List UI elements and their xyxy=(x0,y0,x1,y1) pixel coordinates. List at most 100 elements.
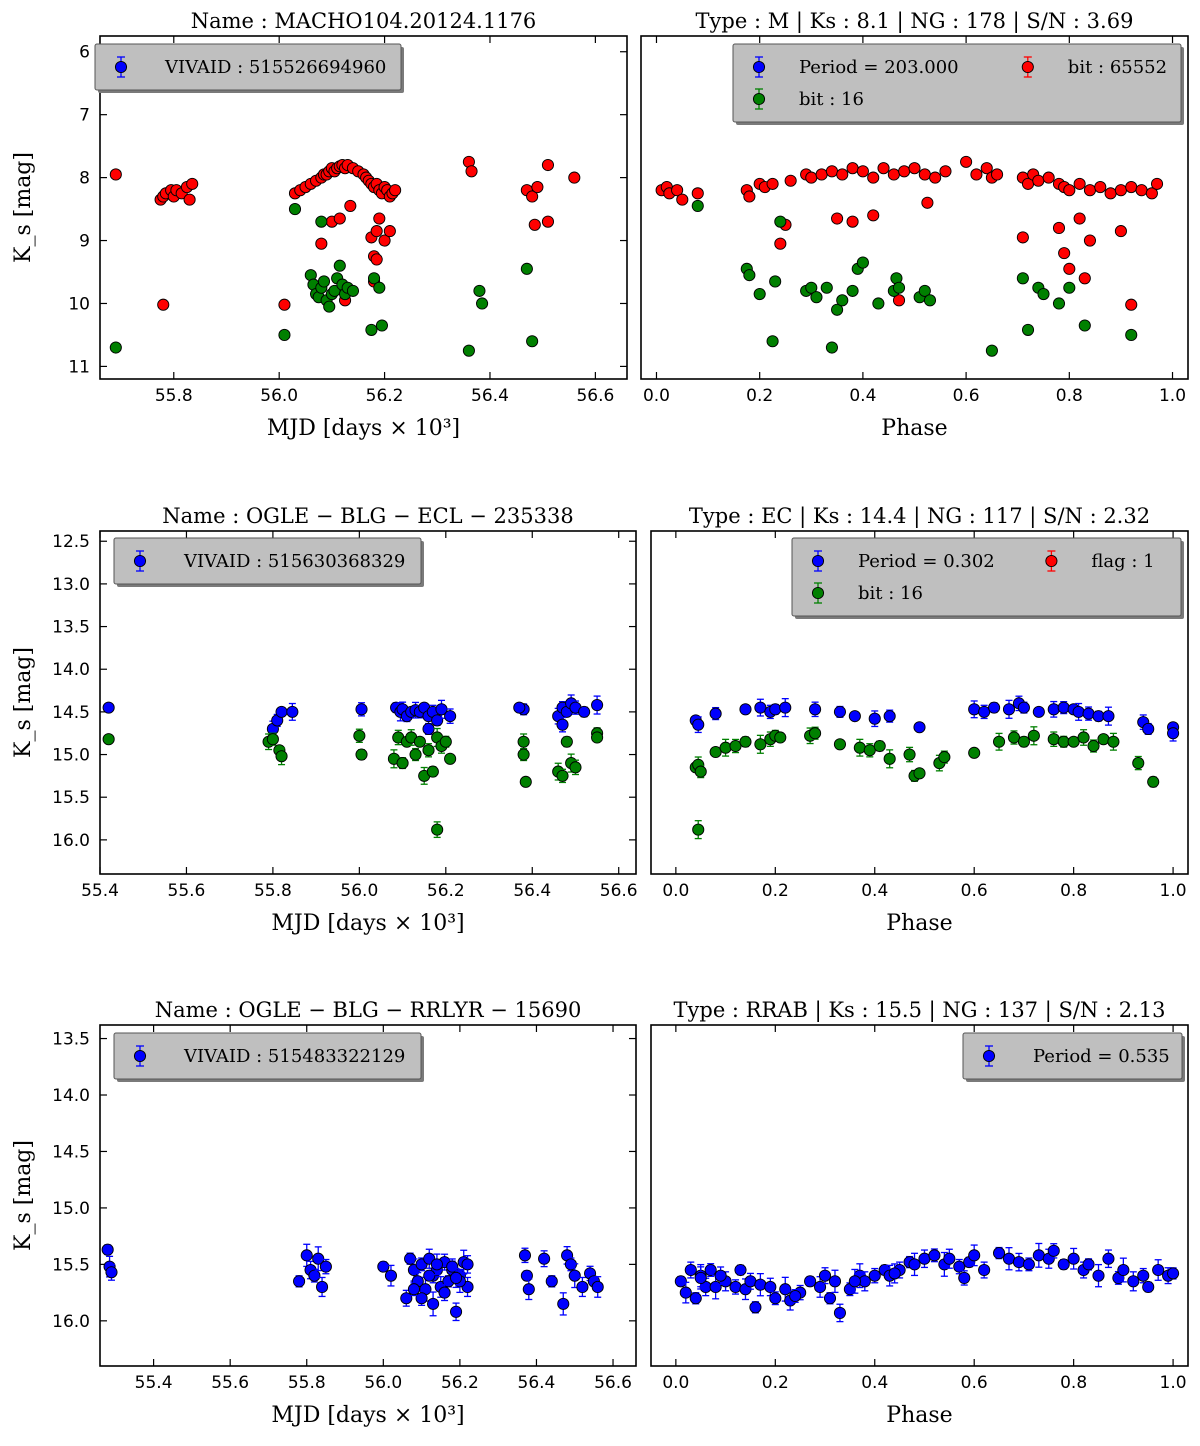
data-point-series-1 xyxy=(887,168,900,181)
y-tick-label: 13.5 xyxy=(52,1030,90,1050)
data-point-series-2 xyxy=(517,735,530,748)
data-point-series-2 xyxy=(853,741,866,754)
data-point-series-1 xyxy=(818,1269,832,1282)
data-point-series-1 xyxy=(939,165,952,178)
legend-marker xyxy=(811,582,825,604)
data-point-series-1 xyxy=(333,212,346,225)
data-point-series-1 xyxy=(526,190,539,203)
data-point-series-1 xyxy=(809,703,822,716)
data-point-series-2 xyxy=(938,751,951,764)
data-point-series-2 xyxy=(353,729,366,742)
y-tick-label: 10 xyxy=(68,294,90,314)
data-point-series-2 xyxy=(831,303,844,316)
x-tick-label: 56.2 xyxy=(427,881,465,901)
data-point-series-1 xyxy=(943,1252,956,1265)
data-point-series-1 xyxy=(674,1275,687,1288)
x-tick-label: 56.4 xyxy=(513,881,551,901)
legend-label: Period = 0.535 xyxy=(1033,1046,1170,1067)
data-point-series-1 xyxy=(928,1249,941,1262)
data-point-series-2 xyxy=(591,731,604,744)
data-point-series-1 xyxy=(988,701,1001,714)
data-point-series-1 xyxy=(556,718,569,731)
data-point-series-2 xyxy=(109,341,122,354)
plot-frame xyxy=(99,1024,637,1367)
data-point-series-2 xyxy=(431,823,444,836)
data-point-series-1 xyxy=(805,171,818,184)
legend: Period = 203.000 bit : 16 bit : 65552 xyxy=(732,43,1184,125)
chart-title: Type : EC | Ks : 14.4 | NG : 117 | S/N :… xyxy=(689,504,1150,529)
x-tick-label: 56.6 xyxy=(594,1373,632,1393)
data-point-series-2 xyxy=(288,203,302,216)
data-point-series-2 xyxy=(444,752,457,765)
data-point-series-1 xyxy=(1117,1263,1130,1277)
plot-frame xyxy=(650,1024,1189,1367)
legend-label: flag : 1 xyxy=(1091,551,1154,572)
x-tick-label: 1.0 xyxy=(1160,881,1187,901)
data-point-series-1 xyxy=(1012,1256,1025,1269)
data-point-series-2 xyxy=(1007,731,1021,744)
data-point-series-1 xyxy=(1002,703,1016,716)
data-point-series-1 xyxy=(1142,1280,1155,1294)
data-point-series-1 xyxy=(308,1269,321,1282)
data-point-series-1 xyxy=(1057,1258,1070,1271)
data-point-series-2 xyxy=(315,215,328,228)
x-axis-label: Phase xyxy=(881,416,947,441)
data-point-series-2 xyxy=(560,735,573,748)
data-point-series-1 xyxy=(1078,272,1091,285)
data-point-series-1 xyxy=(766,177,779,190)
data-point-series-2 xyxy=(1063,281,1076,294)
data-point-series-1 xyxy=(867,209,880,222)
data-point-series-1 xyxy=(692,718,705,731)
legend-marker xyxy=(1045,550,1058,572)
data-point-series-1 xyxy=(1150,177,1164,190)
data-point-series-1 xyxy=(370,225,383,238)
data-point-series-1 xyxy=(576,1280,589,1294)
data-point-series-1 xyxy=(877,162,890,175)
data-point-series-1 xyxy=(734,1263,747,1277)
x-tick-label: 56.2 xyxy=(366,386,404,406)
data-point-series-1 xyxy=(1017,701,1030,714)
data-point-series-2 xyxy=(346,284,360,297)
x-tick-label: 0.2 xyxy=(762,881,789,901)
data-point-series-1 xyxy=(953,1260,966,1273)
data-point-series-2 xyxy=(825,341,838,354)
data-point-series-1 xyxy=(1063,262,1076,275)
legend-box xyxy=(962,1032,1183,1080)
data-point-series-2 xyxy=(1016,272,1029,285)
data-point-series-1 xyxy=(1102,1252,1115,1265)
data-point-series-1 xyxy=(465,165,478,178)
data-point-series-1 xyxy=(908,1258,921,1271)
data-point-series-1 xyxy=(825,165,838,178)
data-point-series-1 xyxy=(1067,1252,1080,1265)
data-point-series-2 xyxy=(903,748,916,761)
data-point-series-1 xyxy=(316,1280,329,1294)
data-point-series-1 xyxy=(754,1278,767,1291)
data-point-series-2 xyxy=(833,738,846,751)
y-tick-label: 8 xyxy=(79,169,90,189)
data-point-series-1 xyxy=(1083,234,1097,247)
data-point-series-1 xyxy=(679,1286,692,1299)
x-tick-label: 56.4 xyxy=(471,386,509,406)
data-point-series-1 xyxy=(694,1271,707,1284)
data-point-series-1 xyxy=(831,212,844,225)
chart-title: Name : MACHO104.20124.1176 xyxy=(191,9,537,33)
data-point-series-1 xyxy=(286,705,299,718)
data-point-series-1 xyxy=(739,703,752,716)
data-point-series-1 xyxy=(1142,722,1155,736)
x-tick-label: 56.0 xyxy=(340,881,378,901)
data-point-series-2 xyxy=(692,823,705,836)
data-point-series-2 xyxy=(873,739,886,753)
data-point-series-2 xyxy=(275,750,288,763)
plot-frame xyxy=(650,530,1189,875)
x-tick-label: 0.4 xyxy=(849,386,876,406)
data-point-series-1 xyxy=(319,1260,332,1273)
x-tick-label: 0.0 xyxy=(643,386,670,406)
data-point-series-1 xyxy=(689,1292,702,1305)
data-point-series-1 xyxy=(991,168,1004,181)
data-point-series-1 xyxy=(105,1266,118,1279)
x-tick-label: 56.6 xyxy=(576,386,614,406)
legend-marker xyxy=(982,1045,996,1067)
data-point-series-2 xyxy=(691,199,704,212)
data-points xyxy=(109,155,581,357)
data-point-series-1 xyxy=(848,710,861,723)
